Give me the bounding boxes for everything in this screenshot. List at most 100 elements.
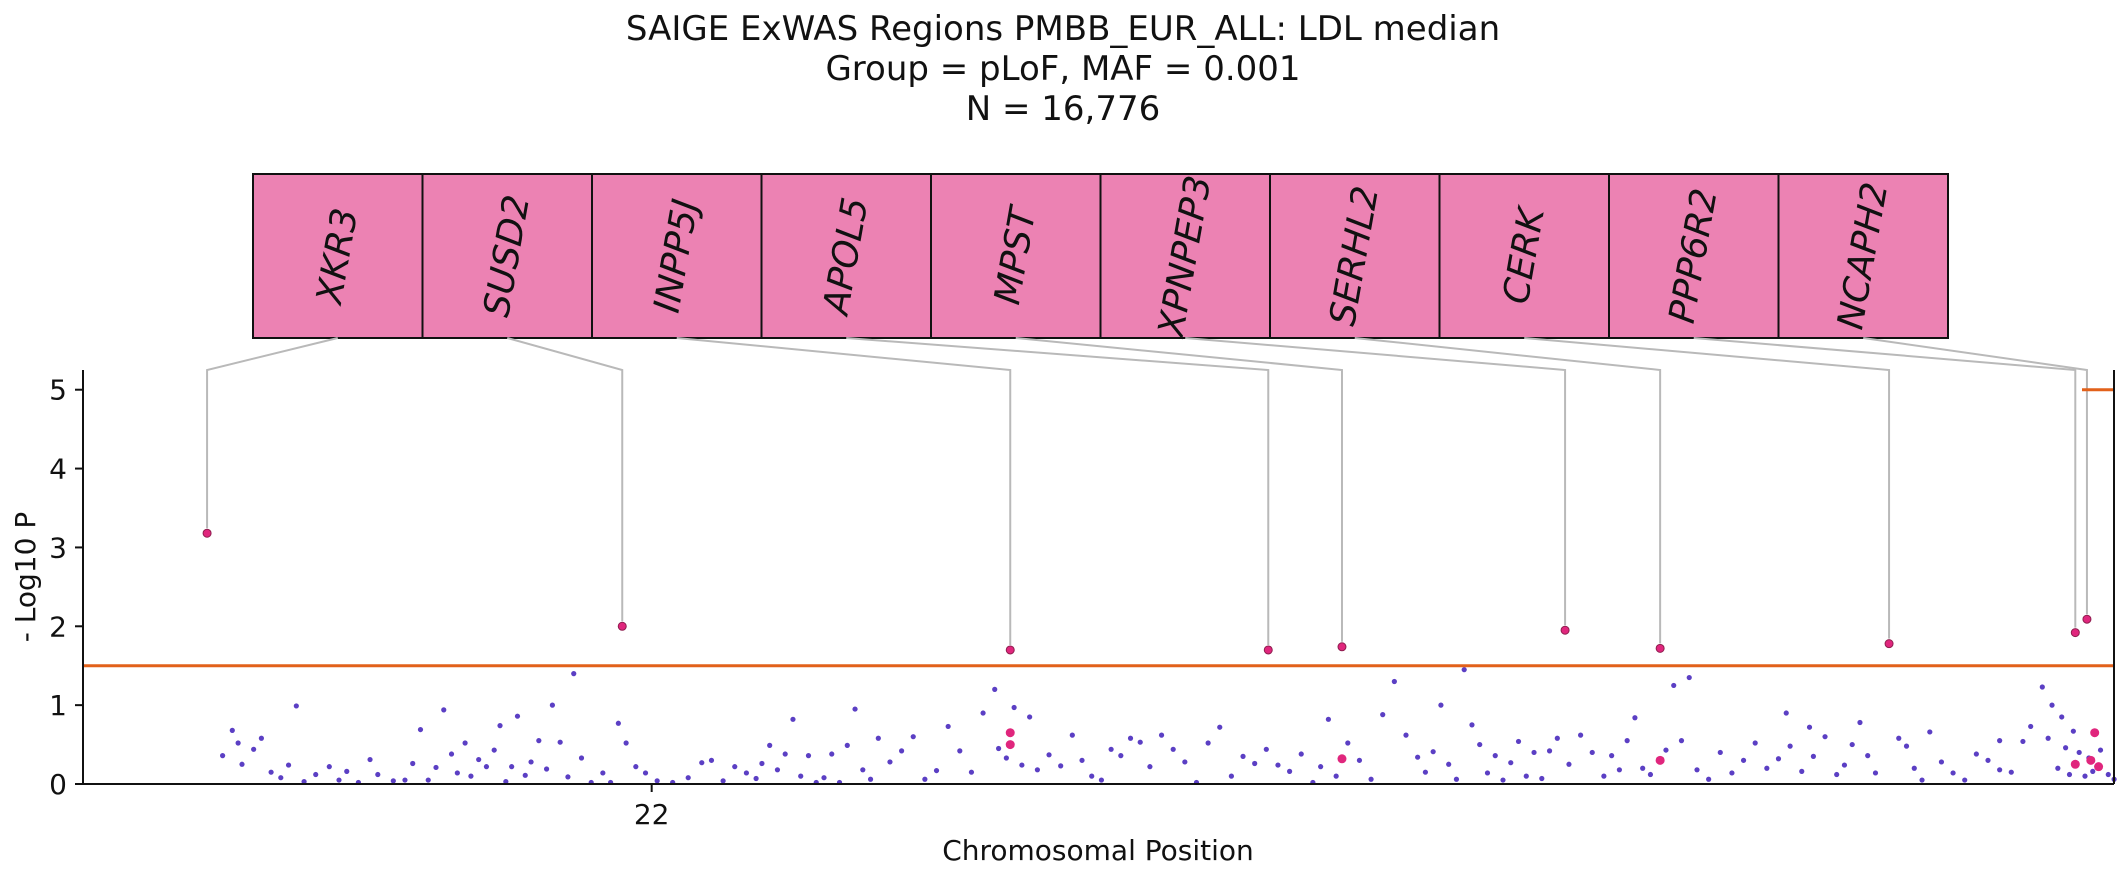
- background-point: [1857, 719, 1863, 726]
- background-point: [1872, 770, 1879, 776]
- y-ticks: 0 1 2 3 4 5: [49, 374, 83, 801]
- connector-line: [846, 337, 1270, 645]
- background-point: [1484, 770, 1491, 776]
- background-point: [774, 767, 781, 773]
- background-point: [992, 686, 998, 692]
- background-point: [1729, 770, 1735, 776]
- background-point: [454, 770, 460, 776]
- y-axis-label: - Log10 P: [9, 512, 42, 642]
- background-point: [829, 751, 835, 757]
- background-point: [753, 775, 759, 782]
- background-point: [922, 776, 928, 782]
- background-point: [767, 742, 773, 748]
- background-point: [899, 748, 905, 754]
- background-point: [1438, 702, 1444, 708]
- background-point: [1783, 710, 1789, 716]
- background-point: [1027, 714, 1033, 720]
- background-point: [1403, 732, 1409, 738]
- background-point: [1787, 743, 1793, 749]
- connector-line: [1693, 337, 2077, 628]
- background-point: [476, 756, 482, 763]
- background-point: [483, 764, 490, 770]
- background-point: [326, 764, 332, 770]
- background-point: [1717, 749, 1723, 756]
- background-point: [732, 764, 738, 770]
- y-tick-label: 5: [49, 374, 67, 407]
- connector-line: [206, 337, 338, 529]
- background-point: [1849, 741, 1855, 748]
- background-point: [1137, 739, 1143, 745]
- background-point: [1492, 753, 1498, 759]
- background-point: [258, 735, 264, 741]
- background-point: [1182, 759, 1188, 765]
- chart-title: SAIGE ExWAS Regions PMBB_EUR_ALL: LDL me…: [626, 9, 1500, 49]
- background-point: [720, 778, 726, 784]
- gene-point: [1655, 643, 1665, 653]
- background-point: [557, 739, 563, 745]
- background-point: [417, 726, 424, 733]
- background-point: [1098, 777, 1105, 783]
- background-point: [336, 777, 342, 783]
- background-point: [852, 706, 858, 712]
- gene-point: [202, 528, 212, 538]
- background-point: [1477, 741, 1483, 748]
- background-point: [2055, 765, 2061, 771]
- background-point: [441, 707, 447, 713]
- background-point: [571, 671, 577, 677]
- background-point: [805, 753, 812, 759]
- background-point: [1046, 752, 1052, 758]
- background-point: [1147, 764, 1153, 770]
- background-point: [654, 778, 660, 784]
- background-point: [410, 760, 416, 767]
- background-point: [2105, 771, 2111, 778]
- background-point: [633, 764, 639, 770]
- y-tick-label: 3: [49, 531, 67, 564]
- y-tick-label: 4: [49, 453, 67, 486]
- background-point: [1752, 740, 1758, 746]
- highlight-point: [1005, 740, 1015, 750]
- background-point: [2076, 749, 2082, 756]
- background-point: [367, 756, 373, 763]
- background-point: [1962, 777, 1968, 783]
- background-point: [1422, 769, 1428, 775]
- background-point: [1069, 732, 1075, 738]
- background-point: [1810, 753, 1816, 760]
- background-point: [278, 775, 284, 781]
- x-ticks: 22: [634, 784, 670, 831]
- gene-box: [1269, 173, 1441, 339]
- background-point: [235, 740, 241, 746]
- background-point: [1170, 746, 1176, 752]
- background-point: [497, 723, 503, 729]
- background-point: [996, 745, 1002, 752]
- background-point: [1903, 743, 1910, 749]
- background-point: [600, 770, 606, 776]
- gene-box-row: XKR3 SUSD2 INPP5J APOL5 MPST XPNPEP3 SERHL2 CER…: [252, 172, 1949, 341]
- chart-subtitle-1: Group = pLoF, MAF = 0.001: [825, 49, 1300, 89]
- background-point: [743, 770, 750, 776]
- background-point: [1624, 738, 1630, 744]
- background-point: [1834, 771, 1840, 778]
- background-point: [1546, 748, 1553, 754]
- gene-box: [421, 173, 593, 339]
- background-point: [1896, 735, 1902, 741]
- background-point: [239, 761, 245, 767]
- background-point: [1333, 773, 1339, 779]
- background-point: [2090, 768, 2096, 774]
- x-tick-label: 22: [634, 798, 670, 831]
- background-point: [957, 748, 963, 754]
- threshold-lines: [83, 388, 2114, 668]
- background-point: [623, 740, 629, 746]
- background-point: [1640, 765, 1646, 771]
- background-point: [1019, 762, 1025, 768]
- chart-subtitle-2: N = 16,776: [966, 89, 1161, 129]
- background-point: [1034, 767, 1040, 773]
- background-point: [1950, 770, 1956, 776]
- connector-lines: [206, 337, 2088, 645]
- background-point: [578, 755, 585, 761]
- y-tick-label: 1: [49, 689, 67, 722]
- background-point: [509, 764, 515, 770]
- background-point: [2049, 702, 2055, 708]
- gene-point: [1005, 645, 1015, 655]
- background-point: [251, 746, 257, 752]
